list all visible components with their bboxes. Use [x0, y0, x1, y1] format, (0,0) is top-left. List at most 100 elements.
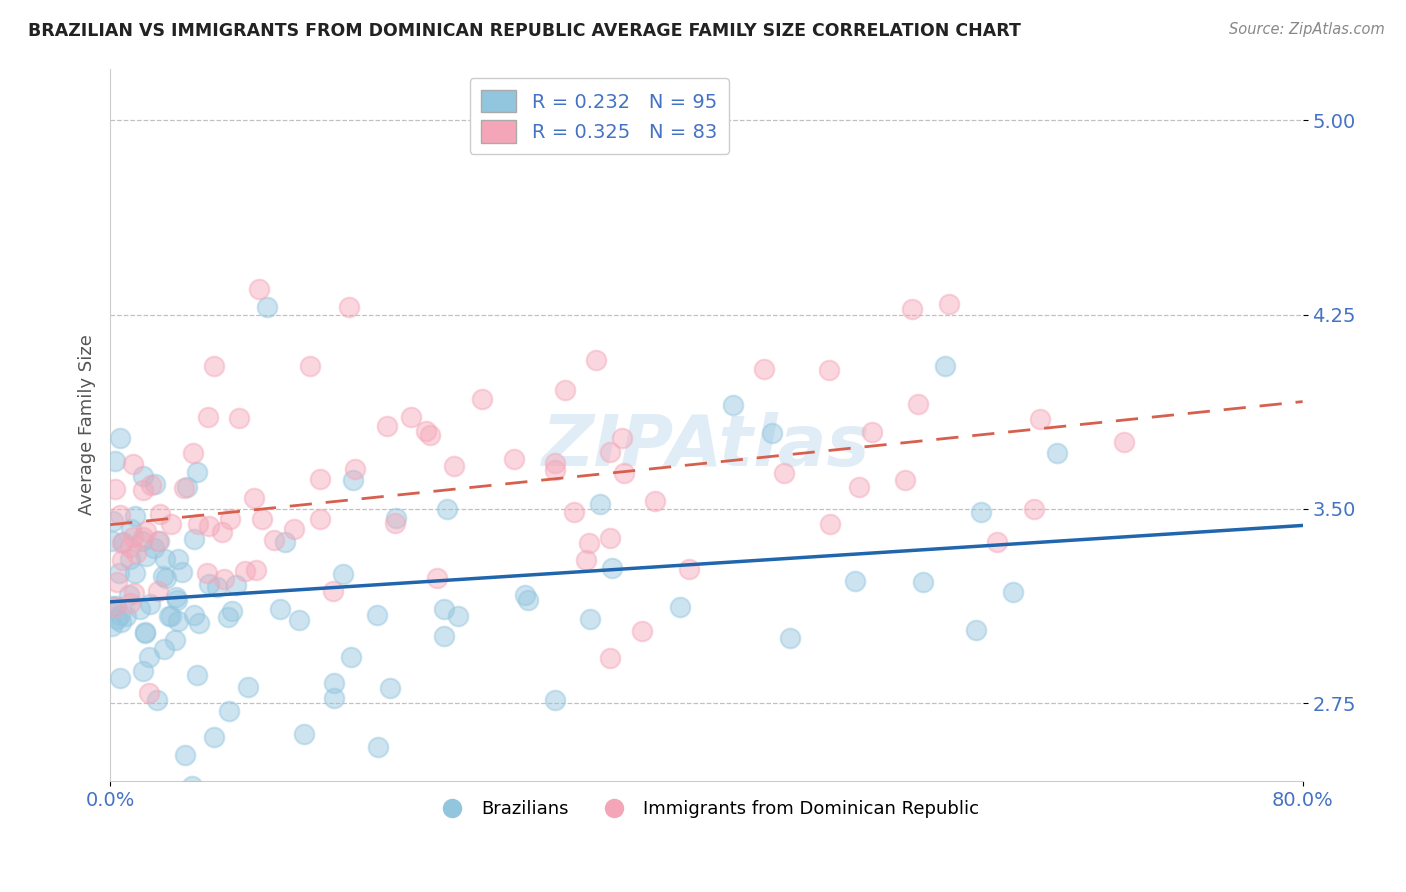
Point — [153, 642, 176, 657]
Point — [132, 530, 155, 544]
Point — [166, 593, 188, 607]
Point — [385, 510, 408, 524]
Point — [516, 593, 538, 607]
Point — [173, 481, 195, 495]
Point — [163, 632, 186, 647]
Point — [146, 693, 169, 707]
Point — [418, 427, 440, 442]
Point — [152, 569, 174, 583]
Point — [256, 300, 278, 314]
Point — [426, 571, 449, 585]
Point — [105, 575, 128, 590]
Point — [585, 352, 607, 367]
Point — [120, 596, 142, 610]
Point — [269, 602, 291, 616]
Point — [612, 467, 634, 481]
Point — [669, 599, 692, 614]
Point — [122, 457, 145, 471]
Point — [148, 534, 170, 549]
Point — [197, 519, 219, 533]
Point — [415, 424, 437, 438]
Point — [986, 535, 1008, 549]
Point — [337, 300, 360, 314]
Point — [167, 614, 190, 628]
Point — [631, 624, 654, 639]
Point — [779, 632, 801, 646]
Point — [263, 533, 285, 547]
Point — [965, 623, 987, 637]
Point — [1002, 585, 1025, 599]
Point — [543, 693, 565, 707]
Point — [599, 650, 621, 665]
Point — [217, 609, 239, 624]
Point — [214, 572, 236, 586]
Point — [124, 566, 146, 581]
Point — [578, 536, 600, 550]
Point — [860, 425, 883, 439]
Point — [176, 480, 198, 494]
Point — [384, 516, 406, 531]
Point — [118, 588, 141, 602]
Point — [471, 392, 494, 406]
Point — [132, 664, 155, 678]
Point — [183, 608, 205, 623]
Point — [544, 463, 567, 477]
Point — [121, 530, 143, 544]
Point — [773, 466, 796, 480]
Point — [183, 533, 205, 547]
Point — [204, 730, 226, 744]
Point — [138, 597, 160, 611]
Point — [131, 533, 153, 548]
Point — [401, 410, 423, 425]
Point — [160, 516, 183, 531]
Point — [1046, 446, 1069, 460]
Point — [308, 473, 330, 487]
Point — [134, 625, 156, 640]
Point — [146, 584, 169, 599]
Point — [911, 575, 934, 590]
Point — [243, 491, 266, 505]
Point — [247, 282, 270, 296]
Point — [752, 361, 775, 376]
Point — [367, 740, 389, 755]
Point — [575, 552, 598, 566]
Point — [180, 779, 202, 793]
Point — [236, 680, 259, 694]
Point — [108, 608, 131, 623]
Point — [1028, 412, 1050, 426]
Point — [848, 480, 870, 494]
Point — [818, 516, 841, 531]
Text: BRAZILIAN VS IMMIGRANTS FROM DOMINICAN REPUBLIC AVERAGE FAMILY SIZE CORRELATION : BRAZILIAN VS IMMIGRANTS FROM DOMINICAN R… — [28, 22, 1021, 40]
Text: Source: ZipAtlas.com: Source: ZipAtlas.com — [1229, 22, 1385, 37]
Point — [433, 601, 456, 615]
Point — [100, 534, 122, 549]
Point — [322, 584, 344, 599]
Point — [108, 508, 131, 523]
Text: ZIPAtlas: ZIPAtlas — [543, 411, 870, 481]
Point — [165, 591, 187, 605]
Point — [283, 522, 305, 536]
Point — [292, 727, 315, 741]
Point — [160, 609, 183, 624]
Point — [901, 302, 924, 317]
Point — [104, 482, 127, 496]
Point — [105, 599, 128, 613]
Point — [110, 553, 132, 567]
Point — [599, 531, 621, 545]
Point — [135, 549, 157, 564]
Point — [544, 457, 567, 471]
Point — [100, 599, 122, 613]
Point — [298, 359, 321, 374]
Point — [118, 551, 141, 566]
Point — [225, 578, 247, 592]
Point — [173, 748, 195, 763]
Point — [122, 585, 145, 599]
Point — [181, 446, 204, 460]
Point — [207, 580, 229, 594]
Y-axis label: Average Family Size: Average Family Size — [79, 334, 96, 516]
Point — [135, 524, 157, 538]
Point — [332, 567, 354, 582]
Point — [132, 483, 155, 497]
Point — [149, 507, 172, 521]
Point — [308, 512, 330, 526]
